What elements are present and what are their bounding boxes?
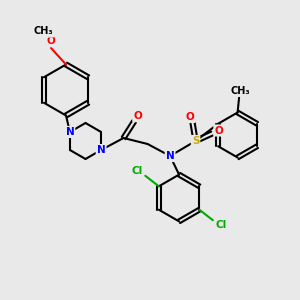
Text: Cl: Cl: [132, 166, 143, 176]
Text: O: O: [46, 36, 56, 46]
Text: CH₃: CH₃: [230, 86, 250, 96]
Text: S: S: [192, 136, 199, 146]
Text: O: O: [133, 111, 142, 121]
Text: N: N: [166, 151, 175, 161]
Text: N: N: [65, 127, 74, 137]
Text: Cl: Cl: [215, 220, 226, 230]
Text: O: O: [214, 125, 223, 136]
Text: N: N: [97, 145, 106, 155]
Text: O: O: [186, 112, 195, 122]
Text: CH₃: CH₃: [34, 26, 53, 37]
